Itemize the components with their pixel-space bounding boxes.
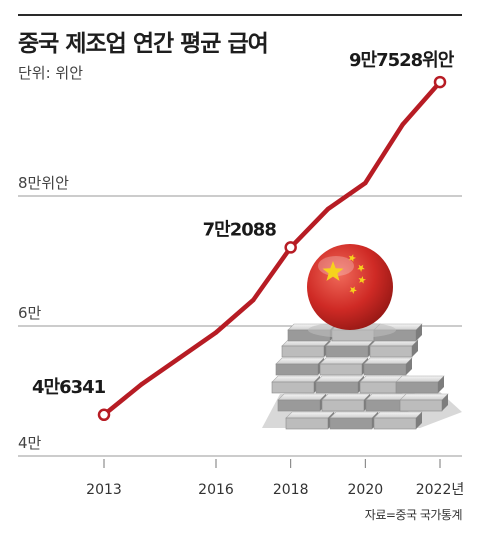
y-tick-label: 6만 bbox=[18, 304, 42, 322]
china-flag-ball-icon bbox=[307, 244, 396, 338]
highlight-point bbox=[433, 75, 447, 89]
chart-title: 중국 제조업 연간 평균 급여 bbox=[18, 31, 269, 57]
data-point bbox=[363, 180, 368, 186]
star-icon bbox=[357, 264, 365, 272]
data-point bbox=[325, 206, 331, 212]
y-tick-label: 4만 bbox=[18, 434, 42, 452]
highlight-point bbox=[97, 408, 111, 422]
data-point bbox=[213, 330, 219, 335]
x-tick-label: 2018 bbox=[273, 482, 309, 498]
data-point bbox=[400, 122, 405, 127]
x-tick-label: 2020 bbox=[348, 482, 384, 498]
data-point bbox=[251, 297, 256, 303]
star-icon bbox=[322, 261, 344, 281]
data-label: 7만2088 bbox=[203, 219, 277, 240]
data-label: 9만7528위안 bbox=[349, 50, 455, 71]
unit-label: 단위: 위안 bbox=[18, 64, 84, 82]
top-rule bbox=[18, 14, 462, 16]
star-icon bbox=[349, 286, 357, 294]
data-label: 4만6341 bbox=[32, 377, 106, 398]
y-tick-label: 8만위안 bbox=[18, 174, 69, 192]
source-note: 자료=중국 국가통계 bbox=[364, 508, 463, 522]
flag-ball bbox=[307, 244, 393, 330]
star-icon bbox=[348, 254, 356, 262]
x-tick-label: 2022년 bbox=[416, 482, 465, 498]
star-icon bbox=[358, 276, 366, 284]
data-point bbox=[139, 382, 144, 387]
x-tick-label: 2016 bbox=[198, 482, 234, 498]
series-line bbox=[101, 79, 443, 418]
highlight-point bbox=[284, 241, 297, 254]
silver-bars-icon bbox=[262, 323, 462, 430]
x-tick-label: 2013 bbox=[86, 482, 122, 498]
data-point bbox=[176, 356, 181, 361]
